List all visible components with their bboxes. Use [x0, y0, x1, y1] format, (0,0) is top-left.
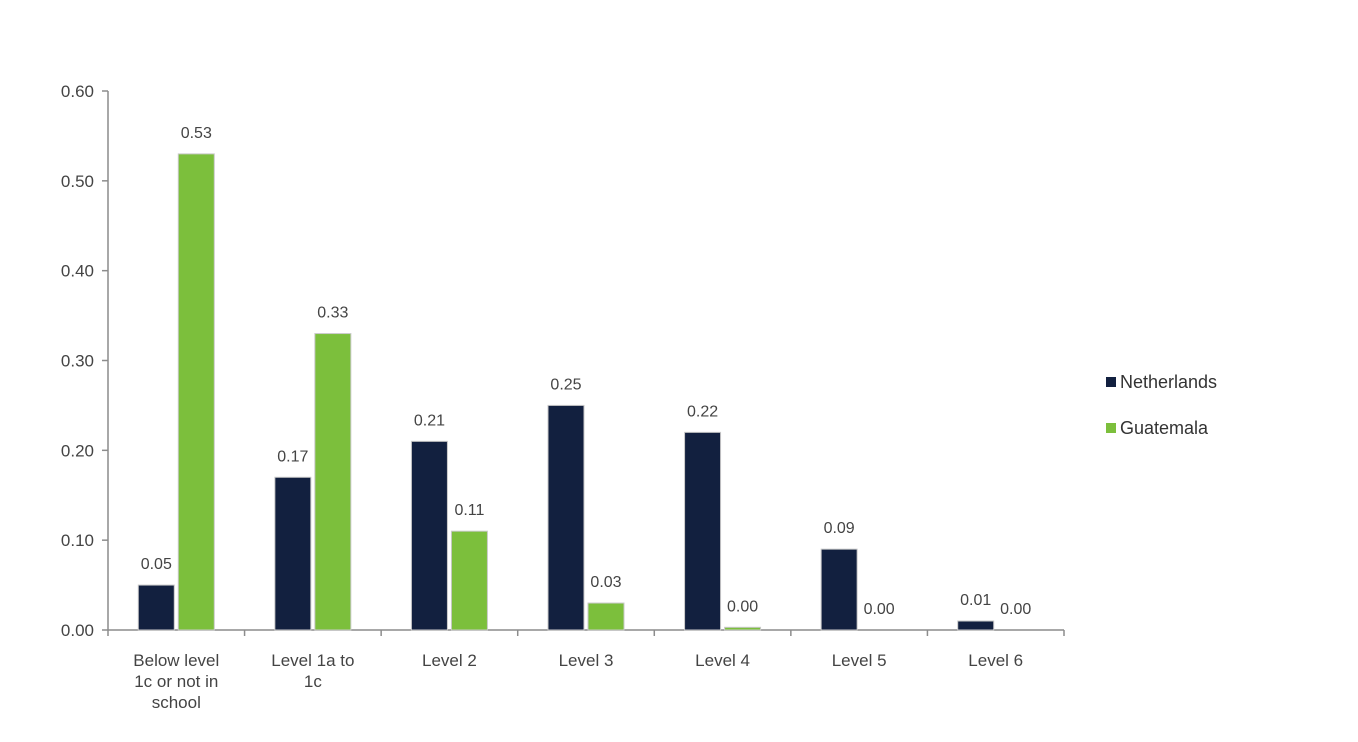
data-label-netherlands-6: 0.01 [960, 592, 991, 609]
data-label-netherlands-4: 0.22 [687, 403, 718, 420]
data-label-guatemala-2: 0.11 [454, 502, 484, 519]
legend: Netherlands Guatemala [1106, 372, 1217, 438]
x-category-label: Level 5 [832, 651, 887, 670]
data-label-guatemala-6: 0.00 [1000, 601, 1031, 618]
bar-netherlands-4 [684, 431, 722, 631]
data-label-guatemala-3: 0.03 [590, 574, 621, 591]
data-label-guatemala-4: 0.00 [727, 598, 758, 615]
bar-guatemala-1 [314, 333, 352, 631]
bar-guatemala-4 [724, 626, 762, 631]
legend-swatch-guatemala [1106, 423, 1116, 433]
data-label-netherlands-1: 0.17 [277, 448, 308, 465]
y-tick-label: 0.00 [61, 621, 94, 640]
axes: 0.00 0.10 0.20 0.30 0.40 0.50 0.60 Below level 1… [61, 82, 1065, 712]
x-category-label: Level 3 [559, 651, 614, 670]
legend-swatch-netherlands [1106, 377, 1116, 387]
data-label-netherlands-3: 0.25 [550, 376, 581, 393]
data-label-guatemala-0: 0.53 [181, 125, 212, 142]
y-tick-label: 0.60 [61, 82, 94, 101]
bar-netherlands-6 [957, 620, 995, 631]
x-category-label: Level 6 [968, 651, 1023, 670]
bars [137, 153, 995, 631]
data-label-netherlands-0: 0.05 [141, 556, 172, 573]
bar-netherlands-3 [547, 404, 585, 631]
bar-guatemala-2 [450, 530, 488, 631]
data-label-netherlands-2: 0.21 [414, 412, 445, 429]
x-category-label: Below level 1c or not in school [133, 651, 219, 712]
data-label-netherlands-5: 0.09 [824, 520, 855, 537]
x-category-label: Level 4 [695, 651, 750, 670]
y-tick-label: 0.40 [61, 262, 94, 281]
bar-netherlands-1 [274, 476, 312, 631]
data-labels: 0.05 0.17 0.21 0.25 0.22 0.09 0.01 0.53 0.33 0.11… [141, 125, 1032, 618]
y-tick-label: 0.30 [61, 352, 94, 371]
x-category-label: Level 2 [422, 651, 477, 670]
bar-guatemala-3 [587, 602, 625, 631]
y-tick-label: 0.20 [61, 441, 94, 460]
bar-netherlands-0 [137, 584, 175, 631]
bar-netherlands-2 [410, 440, 448, 631]
y-tick-label: 0.50 [61, 172, 94, 191]
bar-guatemala-0 [177, 153, 215, 631]
legend-label-guatemala: Guatemala [1120, 418, 1209, 438]
data-label-guatemala-1: 0.33 [317, 305, 348, 322]
x-category-label: Level 1a to 1c [271, 651, 354, 691]
data-label-guatemala-5: 0.00 [864, 601, 895, 618]
bar-netherlands-5 [820, 548, 858, 631]
y-tick-label: 0.10 [61, 531, 94, 550]
legend-label-netherlands: Netherlands [1120, 372, 1217, 392]
